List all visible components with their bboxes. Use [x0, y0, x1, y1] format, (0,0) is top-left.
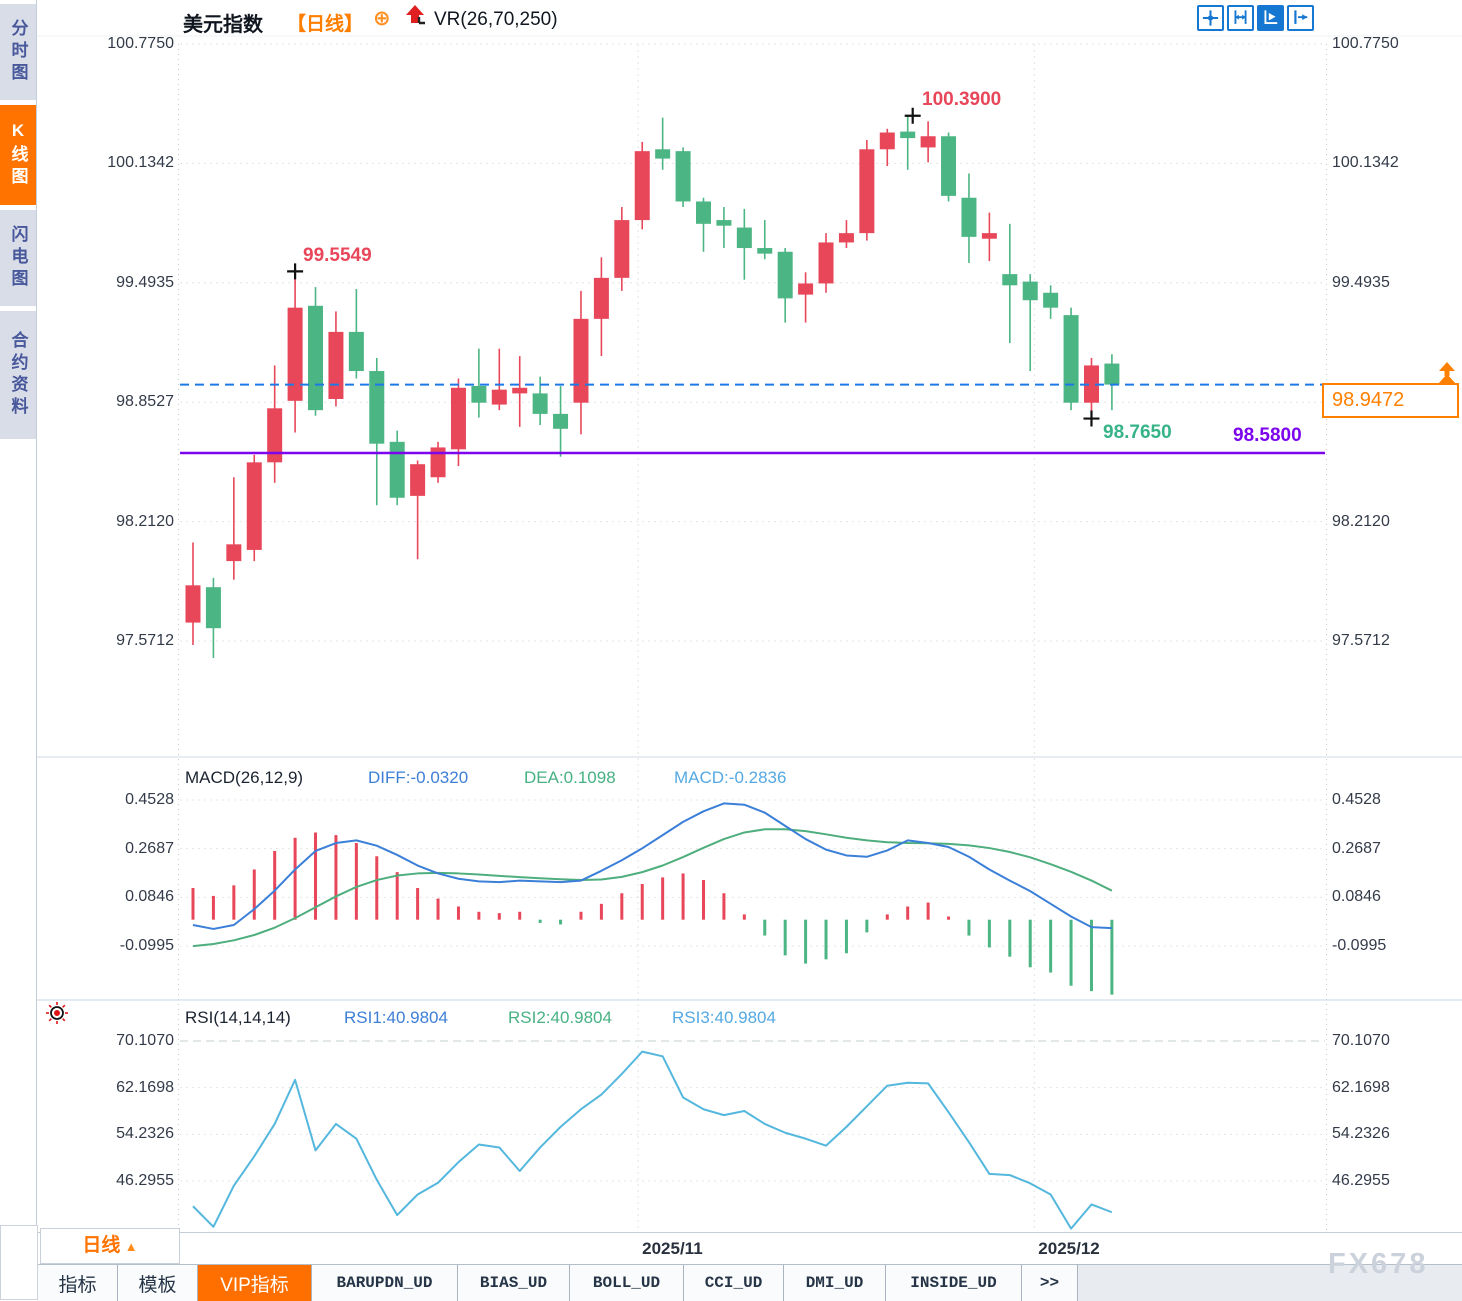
high-label-2: 100.3900	[922, 89, 1002, 110]
rsi-axis-label: 70.1070	[1332, 1032, 1390, 1049]
price-axis-label: 99.4935	[1332, 273, 1390, 291]
sidebar-item-4[interactable]: 合约资料	[0, 311, 36, 439]
sidebar-item-3[interactable]: 闪电图	[0, 210, 36, 306]
period-selector-label: 日线	[82, 1235, 121, 1256]
candlestick-series	[185, 115, 1120, 658]
macd-dea-value: DEA:0.1098	[524, 768, 616, 787]
indicator-tabbar: 指标 模板 VIP指标 BARUPDN_UD BIAS_UD BOLL_UD CCI_UD D…	[38, 1264, 1462, 1301]
rsi2-value: RSI2:40.9804	[508, 1008, 612, 1027]
macd-axis-label: 0.0846	[125, 888, 174, 906]
rsi-axis-label: 54.2326	[116, 1125, 174, 1143]
support-price-label: 98.5800	[1233, 425, 1302, 446]
left-sidebar: 分时图 K线图闪电图合约资料	[0, 0, 37, 1232]
last-price-value: 98.9472	[1332, 389, 1405, 411]
tab--[interactable]: >>	[1022, 1265, 1078, 1301]
axis-play-icon[interactable]	[1257, 5, 1284, 31]
move-crosshair-icon[interactable]	[1197, 5, 1224, 31]
date-axis: 2025/11 2025/12	[37, 1232, 1462, 1264]
rsi-axis-label: 46.2955	[1332, 1172, 1390, 1189]
tab-指标[interactable]: 指标	[38, 1265, 118, 1301]
macd-axis-label: -0.0995	[119, 937, 174, 954]
high-label-1: 99.5549	[303, 245, 372, 266]
tab-boll-ud[interactable]: BOLL_UD	[570, 1265, 684, 1301]
target-circle-icon[interactable]: ⊕	[373, 7, 391, 30]
period-selector[interactable]: 日线 ▲	[40, 1228, 180, 1264]
rsi-axis-label: 62.1698	[1332, 1078, 1390, 1096]
exit-right-icon[interactable]	[1287, 5, 1314, 31]
macd-series	[191, 802, 1114, 995]
price-axis-label: 100.1342	[1332, 154, 1399, 172]
price-axis-label: 100.7750	[1332, 35, 1399, 52]
tab-barupdn-ud[interactable]: BARUPDN_UD	[312, 1265, 458, 1301]
price-up-arrow-icon	[1438, 362, 1456, 384]
date-axis-label: 2025/11	[642, 1239, 703, 1258]
price-axis-label: 97.5712	[116, 632, 174, 649]
macd-axis-label: -0.0995	[1332, 937, 1387, 954]
tab-cci-ud[interactable]: CCI_UD	[684, 1265, 784, 1301]
watermark: FX678	[1328, 1248, 1429, 1280]
tab-bias-ud[interactable]: BIAS_UD	[458, 1265, 570, 1301]
corner-box	[0, 1225, 38, 1300]
macd-axis-label: 0.4528	[125, 791, 174, 808]
price-axis-label: 97.5712	[1332, 632, 1390, 649]
last-price-box: 98.9472	[1322, 383, 1459, 418]
price-axis-label: 98.2120	[116, 512, 174, 530]
price-axis-label: 100.7750	[107, 35, 174, 52]
tab-模板[interactable]: 模板	[118, 1265, 198, 1301]
macd-axis-label: 0.2687	[1332, 839, 1381, 857]
price-axis-label: 98.2120	[1332, 512, 1390, 530]
price-axis-label: 100.1342	[107, 154, 174, 172]
rsi1-value: RSI1:40.9804	[344, 1008, 448, 1027]
rsi3-value: RSI3:40.9804	[672, 1008, 776, 1027]
sidebar-item-1[interactable]: 分时图	[0, 4, 36, 100]
rsi-axis-label: 70.1070	[116, 1032, 174, 1049]
macd-axis-label: 0.4528	[1332, 791, 1381, 808]
rsi-axis-label: 54.2326	[1332, 1125, 1390, 1143]
sidebar-item-2[interactable]: K线图	[0, 105, 36, 205]
axis-range-icon[interactable]	[1227, 5, 1254, 31]
red-up-arrow-icon	[406, 5, 425, 25]
rsi-axis-label: 62.1698	[116, 1078, 174, 1096]
price-axis-label: 99.4935	[116, 273, 174, 291]
chevron-up-icon: ▲	[124, 1239, 138, 1254]
date-axis-label: 2025/12	[1038, 1239, 1100, 1258]
tab-vip指标[interactable]: VIP指标	[198, 1265, 312, 1301]
rsi-title: RSI(14,14,14)	[185, 1008, 291, 1027]
alarm-sun-icon[interactable]	[45, 1001, 69, 1025]
price-lines	[180, 383, 1325, 455]
price-axis-label: 98.8527	[116, 393, 174, 411]
macd-diff-value: DIFF:-0.0320	[368, 768, 469, 787]
vr-indicator-label: VR(26,70,250)	[434, 9, 558, 30]
period-tag[interactable]: 【日线】	[287, 14, 364, 35]
macd-value: MACD:-0.2836	[674, 768, 787, 787]
rsi-axis-label: 46.2955	[116, 1172, 174, 1189]
extreme-markers	[287, 107, 1100, 427]
symbol-title: 美元指数	[183, 14, 263, 36]
gridlines	[37, 35, 1462, 1232]
macd-axis-label: 0.0846	[1332, 888, 1381, 906]
tab-inside-ud[interactable]: INSIDE_UD	[886, 1265, 1022, 1301]
tab-dmi-ud[interactable]: DMI_UD	[784, 1265, 886, 1301]
macd-axis-label: 0.2687	[125, 839, 174, 857]
rsi-series	[192, 1050, 1113, 1230]
low-label: 98.7650	[1103, 422, 1172, 443]
macd-title: MACD(26,12,9)	[185, 768, 304, 787]
